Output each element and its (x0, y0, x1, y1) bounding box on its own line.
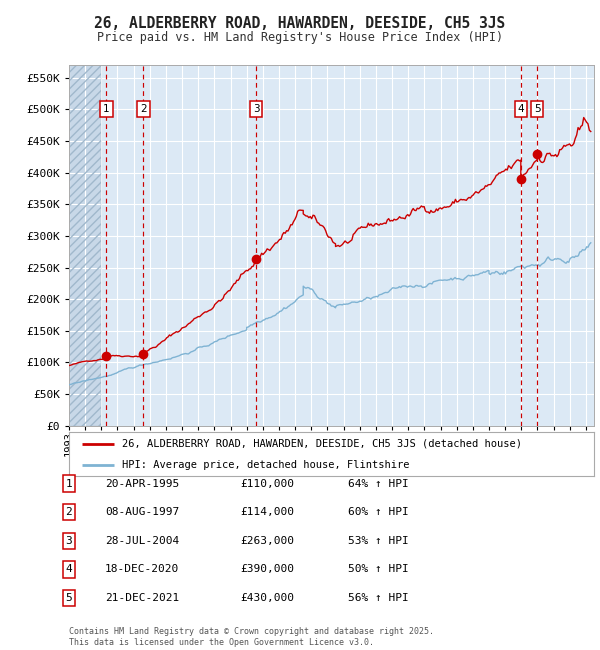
Text: 4: 4 (65, 564, 73, 575)
Bar (69, 65, 101, 426)
Text: 1: 1 (103, 104, 110, 114)
Text: 4: 4 (518, 104, 524, 114)
Text: 50% ↑ HPI: 50% ↑ HPI (348, 564, 409, 575)
Text: HPI: Average price, detached house, Flintshire: HPI: Average price, detached house, Flin… (121, 460, 409, 470)
Text: 21-DEC-2021: 21-DEC-2021 (105, 593, 179, 603)
Text: 28-JUL-2004: 28-JUL-2004 (105, 536, 179, 546)
Text: 1: 1 (65, 478, 73, 489)
Text: £390,000: £390,000 (240, 564, 294, 575)
Text: 2: 2 (65, 507, 73, 517)
Text: £110,000: £110,000 (240, 478, 294, 489)
Text: 60% ↑ HPI: 60% ↑ HPI (348, 507, 409, 517)
Text: 20-APR-1995: 20-APR-1995 (105, 478, 179, 489)
Text: 26, ALDERBERRY ROAD, HAWARDEN, DEESIDE, CH5 3JS (detached house): 26, ALDERBERRY ROAD, HAWARDEN, DEESIDE, … (121, 439, 521, 449)
Text: 53% ↑ HPI: 53% ↑ HPI (348, 536, 409, 546)
Text: 18-DEC-2020: 18-DEC-2020 (105, 564, 179, 575)
Text: 08-AUG-1997: 08-AUG-1997 (105, 507, 179, 517)
Text: 64% ↑ HPI: 64% ↑ HPI (348, 478, 409, 489)
Text: £263,000: £263,000 (240, 536, 294, 546)
Text: £430,000: £430,000 (240, 593, 294, 603)
Text: 5: 5 (534, 104, 541, 114)
Text: £114,000: £114,000 (240, 507, 294, 517)
Text: 2: 2 (140, 104, 146, 114)
Text: Contains HM Land Registry data © Crown copyright and database right 2025.
This d: Contains HM Land Registry data © Crown c… (69, 627, 434, 647)
Text: 26, ALDERBERRY ROAD, HAWARDEN, DEESIDE, CH5 3JS: 26, ALDERBERRY ROAD, HAWARDEN, DEESIDE, … (94, 16, 506, 31)
Text: 3: 3 (253, 104, 259, 114)
Bar (69, 65, 101, 426)
Text: Price paid vs. HM Land Registry's House Price Index (HPI): Price paid vs. HM Land Registry's House … (97, 31, 503, 44)
Text: 56% ↑ HPI: 56% ↑ HPI (348, 593, 409, 603)
Text: 3: 3 (65, 536, 73, 546)
Text: 5: 5 (65, 593, 73, 603)
